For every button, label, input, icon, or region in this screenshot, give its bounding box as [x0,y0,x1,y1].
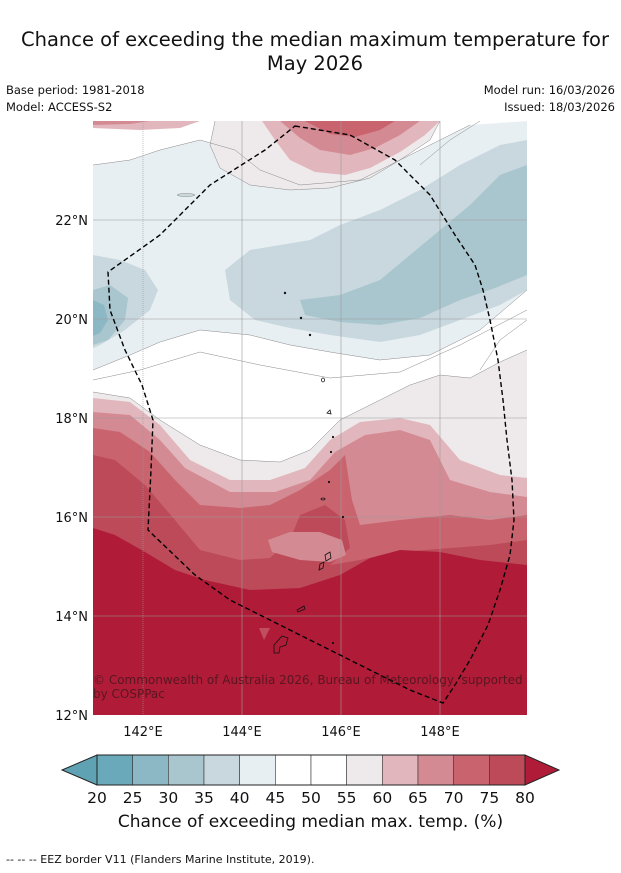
colorbar-swatch-25-30 [132,754,169,786]
contour-25-30-west [93,300,108,336]
colorbar-tick-30: 30 [158,789,178,807]
colorbar-under-arrow [60,754,98,786]
colorbar-swatch-70-75 [453,754,490,786]
colorbar-tick-35: 35 [194,789,214,807]
x-tick-144e: 144°E [222,725,262,740]
y-tick-14n: 14°N [55,610,88,625]
colorbar-tick-55: 55 [337,789,357,807]
x-axis-ticks: 142°E 144°E 146°E 148°E [123,725,460,740]
colorbar-tick-65: 65 [408,789,428,807]
small-contour-feature-2 [259,628,270,640]
colorbar-swatch-20-25 [96,754,133,786]
meta-left: Base period: 1981-2018 Model: ACCESS-S2 [6,82,145,116]
meta-right: Model run: 16/03/2026 Issued: 18/03/2026 [484,82,615,116]
colorbar-over-arrow [524,754,561,786]
contour-lines [93,121,527,463]
colorbar-swatch-45-50 [275,754,312,786]
issued-date: Issued: 18/03/2026 [504,100,615,114]
gridlines [93,121,527,715]
colorbar-swatch-55-60 [346,754,383,786]
colorbar-tick-20: 20 [87,789,107,807]
colorbar-frame [96,754,526,786]
model-run: Model run: 16/03/2026 [483,83,615,97]
eez-border [107,125,515,704]
y-tick-22n: 22°N [55,214,88,229]
title-line-1: Chance of exceeding the median maximum t… [20,28,610,51]
x-tick-148e: 148°E [420,725,460,740]
islands [273,291,345,654]
base-period: Base period: 1981-2018 [6,83,145,97]
contour-north-edge-red [93,121,150,125]
colorbar-tick-80: 80 [515,789,535,807]
copyright-notice: © Commonwealth of Australia 2026, Bureau… [93,673,523,701]
colorbar-ticks: 20 25 30 35 40 45 50 55 60 65 70 75 80 [87,789,535,807]
x-tick-142e: 142°E [123,725,163,740]
y-tick-18n: 18°N [55,412,88,427]
colorbar-swatch-50-55 [310,754,347,786]
colorbar-swatch-40-45 [239,754,276,786]
model-name: Model: ACCESS-S2 [6,100,113,114]
map-panel [93,121,527,715]
colorbar-tick-60: 60 [372,789,392,807]
contour-70-75-north [305,121,395,137]
colorbar-tick-75: 75 [479,789,499,807]
colorbar: 20 25 30 35 40 45 50 55 60 65 70 75 80 [60,754,561,807]
y-tick-12n: 12°N [55,709,88,724]
title-line-2: May 2026 [266,52,364,75]
colorbar-label: Chance of exceeding median max. temp. (%… [117,812,504,832]
contour-30-35 [300,165,527,325]
eez-footnote: -- -- -- EEZ border V11 (Flanders Marine… [6,853,315,866]
colorbar-swatch-65-70 [417,754,454,786]
contour-over-80 [93,528,527,715]
colorbar-tick-40: 40 [230,789,250,807]
map-title: Chance of exceeding the median maximum t… [0,28,621,76]
colorbar-swatches [96,754,526,786]
colorbar-swatch-75-80 [489,754,526,786]
colorbar-tick-25: 25 [123,789,143,807]
colorbar-tick-70: 70 [444,789,464,807]
y-tick-16n: 16°N [55,511,88,526]
y-tick-20n: 20°N [55,313,88,328]
colorbar-swatch-30-35 [168,754,205,786]
colorbar-swatch-35-40 [203,754,240,786]
colorbar-tick-45: 45 [265,789,285,807]
colorbar-tick-50: 50 [301,789,321,807]
x-tick-146e: 146°E [321,725,361,740]
small-contour-feature [176,193,196,197]
colorbar-swatch-60-65 [382,754,419,786]
y-axis-ticks: 22°N 20°N 18°N 16°N 14°N 12°N [55,214,88,724]
